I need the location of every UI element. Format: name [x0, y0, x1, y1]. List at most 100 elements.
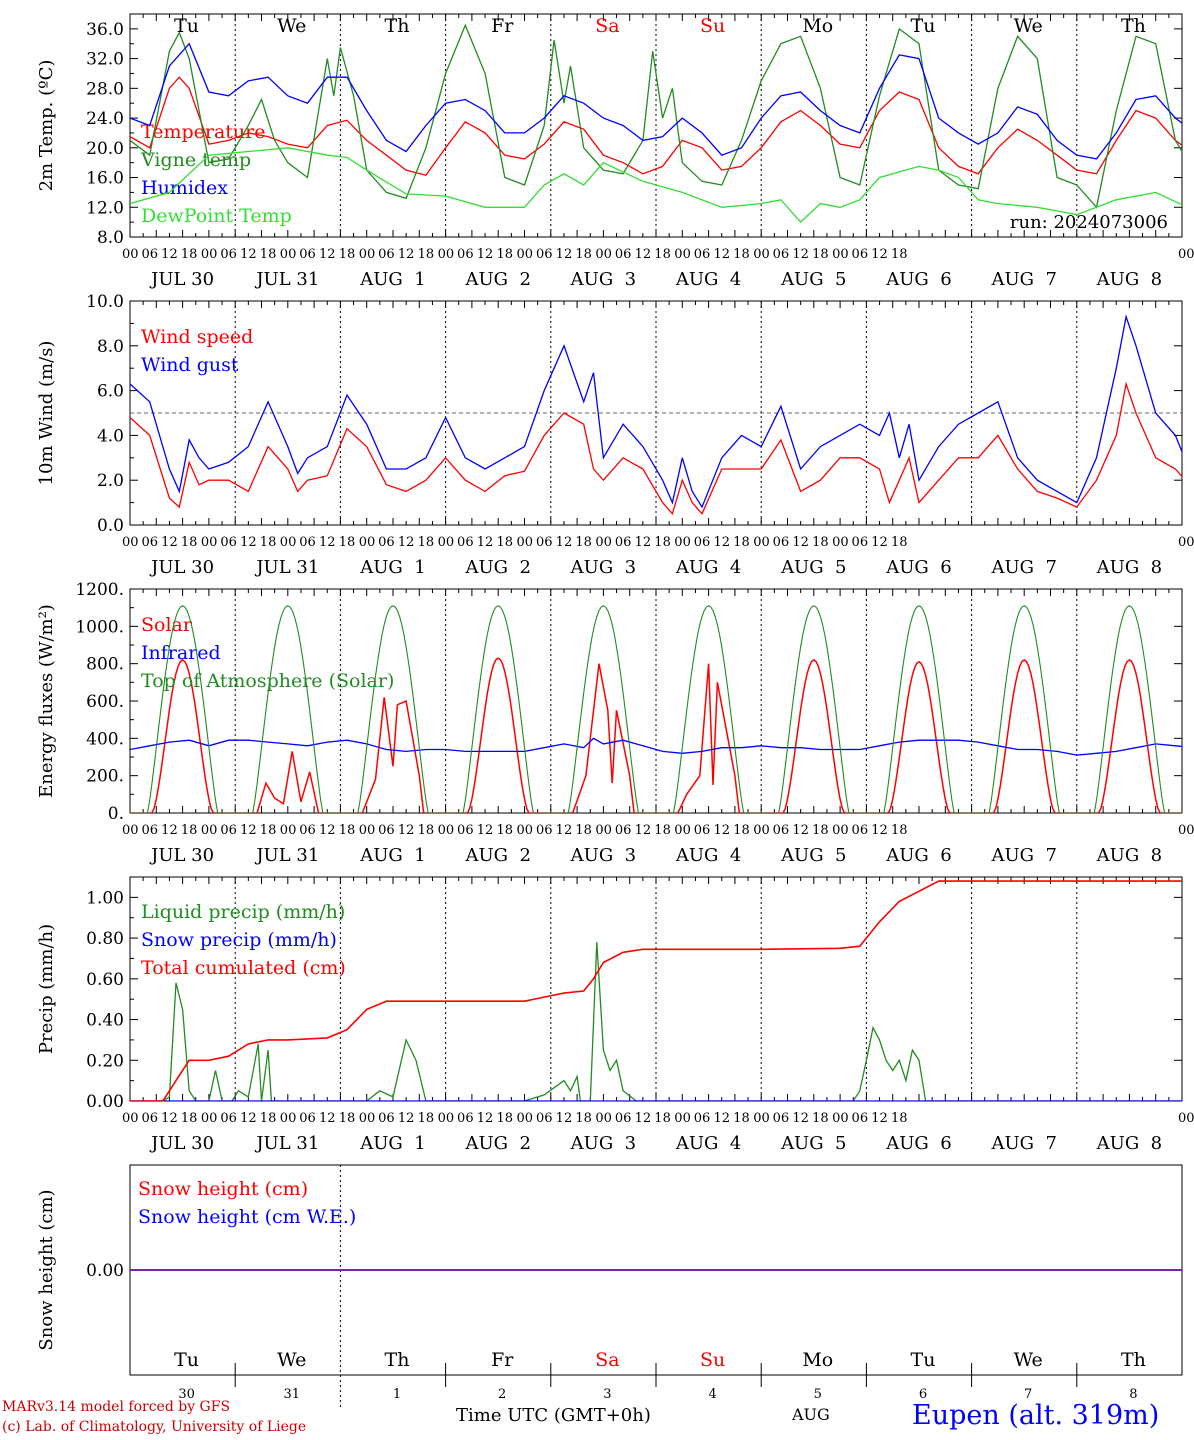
date-label: AUG 6: [885, 269, 951, 290]
weekday-label: We: [1014, 15, 1043, 37]
hour-tick-label: 12: [556, 535, 573, 550]
hour-tick-label: 18: [733, 535, 750, 550]
hour-tick-label: 06: [536, 823, 553, 838]
hour-tick-label: 00: [595, 535, 612, 550]
hour-tick-label: 12: [792, 823, 809, 838]
hour-tick-label: 00: [201, 823, 218, 838]
hour-tick-label: 06: [141, 535, 158, 550]
y-tick-label: 20.0: [86, 139, 124, 159]
legend-entry: Infrared: [141, 642, 221, 664]
hour-tick-label: 12: [319, 1111, 336, 1126]
y-tick-label: 4.0: [97, 426, 124, 446]
hour-tick-label: 06: [773, 823, 790, 838]
hour-tick-label: 18: [654, 1111, 671, 1126]
hour-tick-label: 18: [260, 247, 277, 262]
hour-tick-label: 00: [517, 1111, 534, 1126]
date-label: AUG 3: [570, 269, 636, 290]
hour-tick-label: 18: [654, 535, 671, 550]
hour-tick-label: 18: [181, 1111, 198, 1126]
date-label: AUG 1: [359, 269, 425, 290]
hour-tick-label: 06: [378, 823, 395, 838]
date-label: AUG 4: [675, 845, 741, 866]
hour-tick-label: 06: [220, 247, 237, 262]
legend-entry: Snow precip (mm/h): [141, 929, 337, 951]
hour-tick-label: 06: [694, 1111, 711, 1126]
hour-tick-label: 12: [713, 247, 730, 262]
weekday-label: Su: [700, 1349, 725, 1371]
hour-tick-label: 12: [871, 535, 888, 550]
date-label: JUL 30: [149, 845, 214, 866]
hour-tick-label: 18: [418, 247, 435, 262]
hour-tick-label: 06: [773, 1111, 790, 1126]
day-number: 4: [708, 1387, 716, 1402]
day-number: 30: [178, 1387, 195, 1402]
weekday-label: Mo: [802, 15, 833, 37]
date-label: AUG 8: [1096, 845, 1162, 866]
hour-tick-label: 12: [871, 247, 888, 262]
hour-tick-label: 12: [792, 535, 809, 550]
hour-tick-label: 18: [260, 535, 277, 550]
hour-tick-label: 06: [852, 1111, 869, 1126]
hour-tick-label: 12: [635, 247, 652, 262]
hour-tick-label: 18: [181, 247, 198, 262]
hour-tick-label: 00: [359, 1111, 376, 1126]
hour-tick-label: 12: [477, 823, 494, 838]
hour-tick-label: 12: [477, 1111, 494, 1126]
hour-tick-label: 12: [477, 247, 494, 262]
hour-tick-label: 00: [753, 247, 770, 262]
hour-tick-label: 18: [891, 823, 908, 838]
hour-tick-label: 12: [240, 247, 257, 262]
hour-tick-label: 18: [418, 535, 435, 550]
hour-tick-label: 18: [812, 535, 829, 550]
date-label: AUG 8: [1096, 1133, 1162, 1154]
hour-tick-label: 18: [339, 535, 356, 550]
date-label: AUG 7: [990, 845, 1056, 866]
hour-tick-label: 06: [299, 1111, 316, 1126]
y-tick-label: 8.0: [97, 337, 124, 357]
hour-tick-label: 06: [852, 535, 869, 550]
date-label: AUG 5: [780, 1133, 846, 1154]
y-tick-label: 0.80: [86, 929, 124, 949]
day-number: 1: [393, 1387, 401, 1402]
hour-tick-label: 00: [201, 1111, 218, 1126]
hour-tick-label: 12: [240, 823, 257, 838]
date-label: AUG 6: [885, 557, 951, 578]
hour-tick-label: 18: [575, 1111, 592, 1126]
model-credit: MARv3.14 model forced by GFS: [2, 1399, 231, 1415]
hour-tick-label: 18: [497, 535, 514, 550]
weekday-label: Th: [1121, 15, 1146, 37]
series-wind-speed: [130, 381, 1182, 516]
hour-tick-label: 12: [792, 1111, 809, 1126]
legend-entry: Vigne temp: [140, 149, 251, 171]
day-number: 6: [919, 1387, 927, 1402]
hour-tick-label: 06: [536, 1111, 553, 1126]
day-number: 8: [1129, 1387, 1137, 1402]
hour-tick-label: 18: [575, 247, 592, 262]
date-label: JUL 30: [149, 557, 214, 578]
weekday-label: Th: [1121, 1349, 1146, 1371]
hour-tick-label: 18: [654, 247, 671, 262]
y-tick-label: 10.0: [86, 292, 124, 312]
weekday-label: Sa: [595, 1349, 619, 1371]
hour-tick-label: 00: [122, 247, 139, 262]
hour-tick-label: 12: [240, 535, 257, 550]
hour-tick-label: 06: [694, 535, 711, 550]
hour-tick-label: 06: [773, 535, 790, 550]
y-tick-label: 400.: [86, 729, 124, 749]
hour-tick-label: 00: [595, 823, 612, 838]
series-total-cumulated-cm: [130, 880, 1182, 1101]
hour-tick-label: 18: [339, 823, 356, 838]
hour-tick-label: 06: [378, 1111, 395, 1126]
weekday-label: Tu: [174, 15, 199, 37]
hour-tick-label: 00: [753, 1111, 770, 1126]
hour-tick-label: 06: [694, 247, 711, 262]
hour-tick-label: 00: [359, 247, 376, 262]
date-label: AUG 6: [885, 845, 951, 866]
hour-tick-label: 06: [299, 247, 316, 262]
y-axis-label: Energy fluxes (W/m²): [36, 604, 57, 798]
legend-entry: Solar: [141, 614, 193, 636]
hour-tick-label: 06: [299, 535, 316, 550]
series-humidex: [130, 42, 1182, 160]
